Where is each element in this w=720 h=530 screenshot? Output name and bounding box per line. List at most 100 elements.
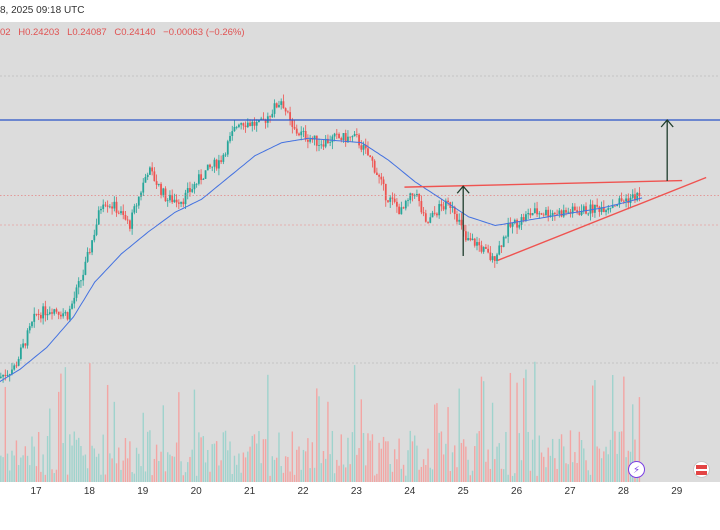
candle[interactable] bbox=[473, 237, 476, 248]
candle[interactable] bbox=[596, 198, 599, 208]
candle[interactable] bbox=[273, 99, 276, 118]
candle[interactable] bbox=[244, 121, 247, 133]
candle[interactable] bbox=[111, 202, 113, 215]
candle[interactable] bbox=[235, 125, 238, 130]
candle[interactable] bbox=[93, 229, 96, 243]
candle[interactable] bbox=[451, 201, 454, 213]
candle[interactable] bbox=[182, 198, 185, 208]
candle[interactable] bbox=[520, 213, 523, 230]
candle[interactable] bbox=[567, 207, 570, 214]
candle[interactable] bbox=[538, 211, 541, 219]
candle[interactable] bbox=[135, 203, 138, 214]
candle[interactable] bbox=[62, 308, 65, 319]
candle[interactable] bbox=[631, 189, 634, 200]
candle[interactable] bbox=[311, 136, 314, 143]
candle[interactable] bbox=[164, 186, 167, 202]
candle[interactable] bbox=[51, 308, 53, 320]
candle[interactable] bbox=[351, 135, 354, 143]
candle[interactable] bbox=[553, 211, 556, 221]
candle[interactable] bbox=[594, 204, 596, 218]
candle[interactable] bbox=[68, 305, 71, 322]
candle[interactable] bbox=[511, 222, 514, 234]
candle[interactable] bbox=[171, 189, 174, 204]
candle[interactable] bbox=[84, 256, 87, 276]
candle[interactable] bbox=[329, 135, 332, 147]
candle[interactable] bbox=[456, 210, 458, 225]
candle[interactable] bbox=[422, 206, 425, 217]
candle[interactable] bbox=[427, 221, 429, 224]
candle[interactable] bbox=[300, 126, 303, 141]
candle[interactable] bbox=[518, 221, 521, 230]
candle[interactable] bbox=[88, 248, 91, 255]
us-flag-icon[interactable] bbox=[693, 461, 710, 478]
candle[interactable] bbox=[2, 374, 4, 383]
candle[interactable] bbox=[313, 135, 316, 146]
candle[interactable] bbox=[166, 198, 169, 207]
candle[interactable] bbox=[536, 201, 538, 217]
candle[interactable] bbox=[191, 183, 194, 194]
candle[interactable] bbox=[195, 183, 198, 188]
candle[interactable] bbox=[582, 204, 585, 214]
candle[interactable] bbox=[0, 372, 2, 379]
candle[interactable] bbox=[26, 328, 29, 349]
candle[interactable] bbox=[75, 284, 78, 302]
candle[interactable] bbox=[289, 106, 291, 126]
candle[interactable] bbox=[540, 212, 543, 215]
candle[interactable] bbox=[395, 198, 398, 213]
candle[interactable] bbox=[598, 205, 601, 217]
candle[interactable] bbox=[104, 201, 107, 208]
lightning-bolt-icon[interactable]: ⚡ bbox=[628, 461, 645, 478]
candle[interactable] bbox=[460, 213, 463, 230]
candle[interactable] bbox=[238, 123, 240, 129]
candle[interactable] bbox=[355, 128, 358, 138]
candle[interactable] bbox=[318, 138, 320, 152]
candle[interactable] bbox=[500, 245, 503, 254]
candle[interactable] bbox=[404, 199, 407, 211]
candle[interactable] bbox=[240, 122, 243, 130]
candle[interactable] bbox=[280, 98, 283, 110]
candle[interactable] bbox=[35, 313, 38, 317]
candle[interactable] bbox=[120, 206, 122, 216]
candle[interactable] bbox=[31, 320, 33, 329]
candle[interactable] bbox=[169, 190, 171, 203]
candle[interactable] bbox=[229, 132, 231, 144]
candle[interactable] bbox=[560, 209, 563, 218]
candle[interactable] bbox=[80, 279, 82, 288]
candle[interactable] bbox=[387, 200, 389, 204]
candle[interactable] bbox=[493, 255, 496, 268]
candle[interactable] bbox=[484, 244, 487, 250]
candle[interactable] bbox=[226, 139, 229, 157]
candle[interactable] bbox=[467, 231, 469, 241]
candle[interactable] bbox=[242, 122, 245, 130]
candle[interactable] bbox=[82, 269, 85, 286]
candle[interactable] bbox=[315, 135, 318, 152]
candle[interactable] bbox=[77, 277, 80, 295]
candle[interactable] bbox=[407, 198, 409, 207]
candle[interactable] bbox=[126, 215, 129, 225]
candle[interactable] bbox=[433, 206, 436, 216]
candle[interactable] bbox=[375, 167, 378, 176]
candle[interactable] bbox=[358, 133, 360, 149]
candle[interactable] bbox=[527, 208, 530, 219]
candle[interactable] bbox=[100, 206, 102, 214]
candle[interactable] bbox=[496, 252, 498, 264]
candle[interactable] bbox=[282, 94, 285, 109]
candle[interactable] bbox=[220, 155, 223, 164]
candle[interactable] bbox=[17, 356, 20, 367]
candle[interactable] bbox=[587, 212, 590, 216]
candle[interactable] bbox=[353, 131, 356, 137]
candle[interactable] bbox=[64, 310, 67, 316]
candle[interactable] bbox=[402, 206, 405, 209]
candle[interactable] bbox=[322, 139, 325, 151]
candle[interactable] bbox=[117, 210, 120, 215]
candle[interactable] bbox=[576, 206, 579, 215]
candle[interactable] bbox=[224, 152, 227, 158]
candle[interactable] bbox=[19, 344, 22, 361]
candle[interactable] bbox=[200, 169, 202, 185]
candle[interactable] bbox=[529, 208, 532, 219]
candle[interactable] bbox=[431, 210, 434, 218]
candle[interactable] bbox=[251, 120, 254, 132]
candle[interactable] bbox=[400, 201, 403, 215]
candle[interactable] bbox=[622, 199, 625, 205]
